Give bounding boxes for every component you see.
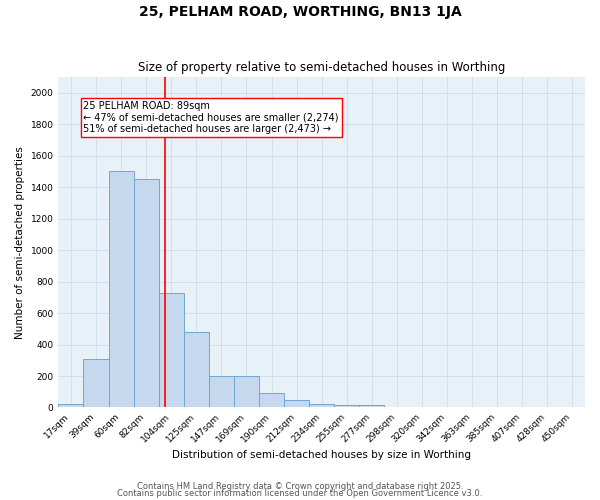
Bar xyxy=(109,172,134,408)
Bar xyxy=(58,404,83,407)
Bar xyxy=(134,180,159,408)
Y-axis label: Number of semi-detached properties: Number of semi-detached properties xyxy=(15,146,25,338)
Bar xyxy=(334,405,359,407)
Text: Contains HM Land Registry data © Crown copyright and database right 2025.: Contains HM Land Registry data © Crown c… xyxy=(137,482,463,491)
Bar xyxy=(259,394,284,407)
Bar xyxy=(159,292,184,408)
Bar xyxy=(309,404,334,407)
Text: 25 PELHAM ROAD: 89sqm
← 47% of semi-detached houses are smaller (2,274)
51% of s: 25 PELHAM ROAD: 89sqm ← 47% of semi-deta… xyxy=(83,100,339,134)
Bar xyxy=(83,358,109,408)
Bar xyxy=(209,376,234,408)
Bar xyxy=(359,405,385,407)
Text: 25, PELHAM ROAD, WORTHING, BN13 1JA: 25, PELHAM ROAD, WORTHING, BN13 1JA xyxy=(139,5,461,19)
X-axis label: Distribution of semi-detached houses by size in Worthing: Distribution of semi-detached houses by … xyxy=(172,450,471,460)
Bar xyxy=(284,400,309,407)
Text: Contains public sector information licensed under the Open Government Licence v3: Contains public sector information licen… xyxy=(118,490,482,498)
Title: Size of property relative to semi-detached houses in Worthing: Size of property relative to semi-detach… xyxy=(138,62,505,74)
Bar xyxy=(184,332,209,407)
Bar xyxy=(234,376,259,408)
